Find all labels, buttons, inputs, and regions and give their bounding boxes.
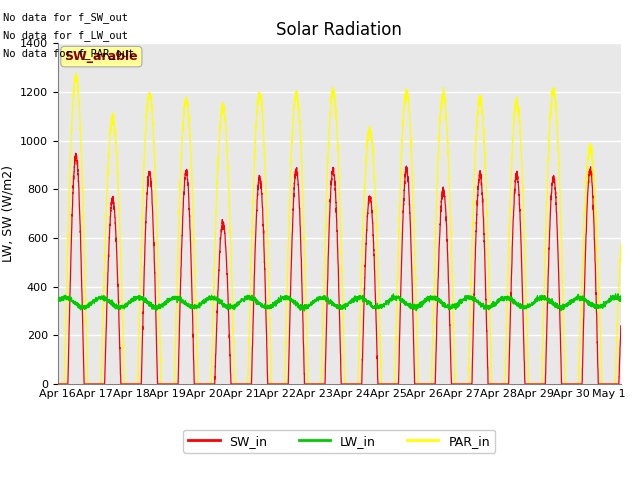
Y-axis label: LW, SW (W/m2): LW, SW (W/m2) [1, 165, 14, 262]
Text: No data for f_PAR_out: No data for f_PAR_out [3, 48, 134, 60]
Text: No data for f_SW_out: No data for f_SW_out [3, 12, 128, 23]
Text: No data for f_LW_out: No data for f_LW_out [3, 30, 128, 41]
Text: SW_arable: SW_arable [65, 50, 138, 63]
Title: Solar Radiation: Solar Radiation [276, 21, 402, 39]
Legend: SW_in, LW_in, PAR_in: SW_in, LW_in, PAR_in [183, 430, 495, 453]
